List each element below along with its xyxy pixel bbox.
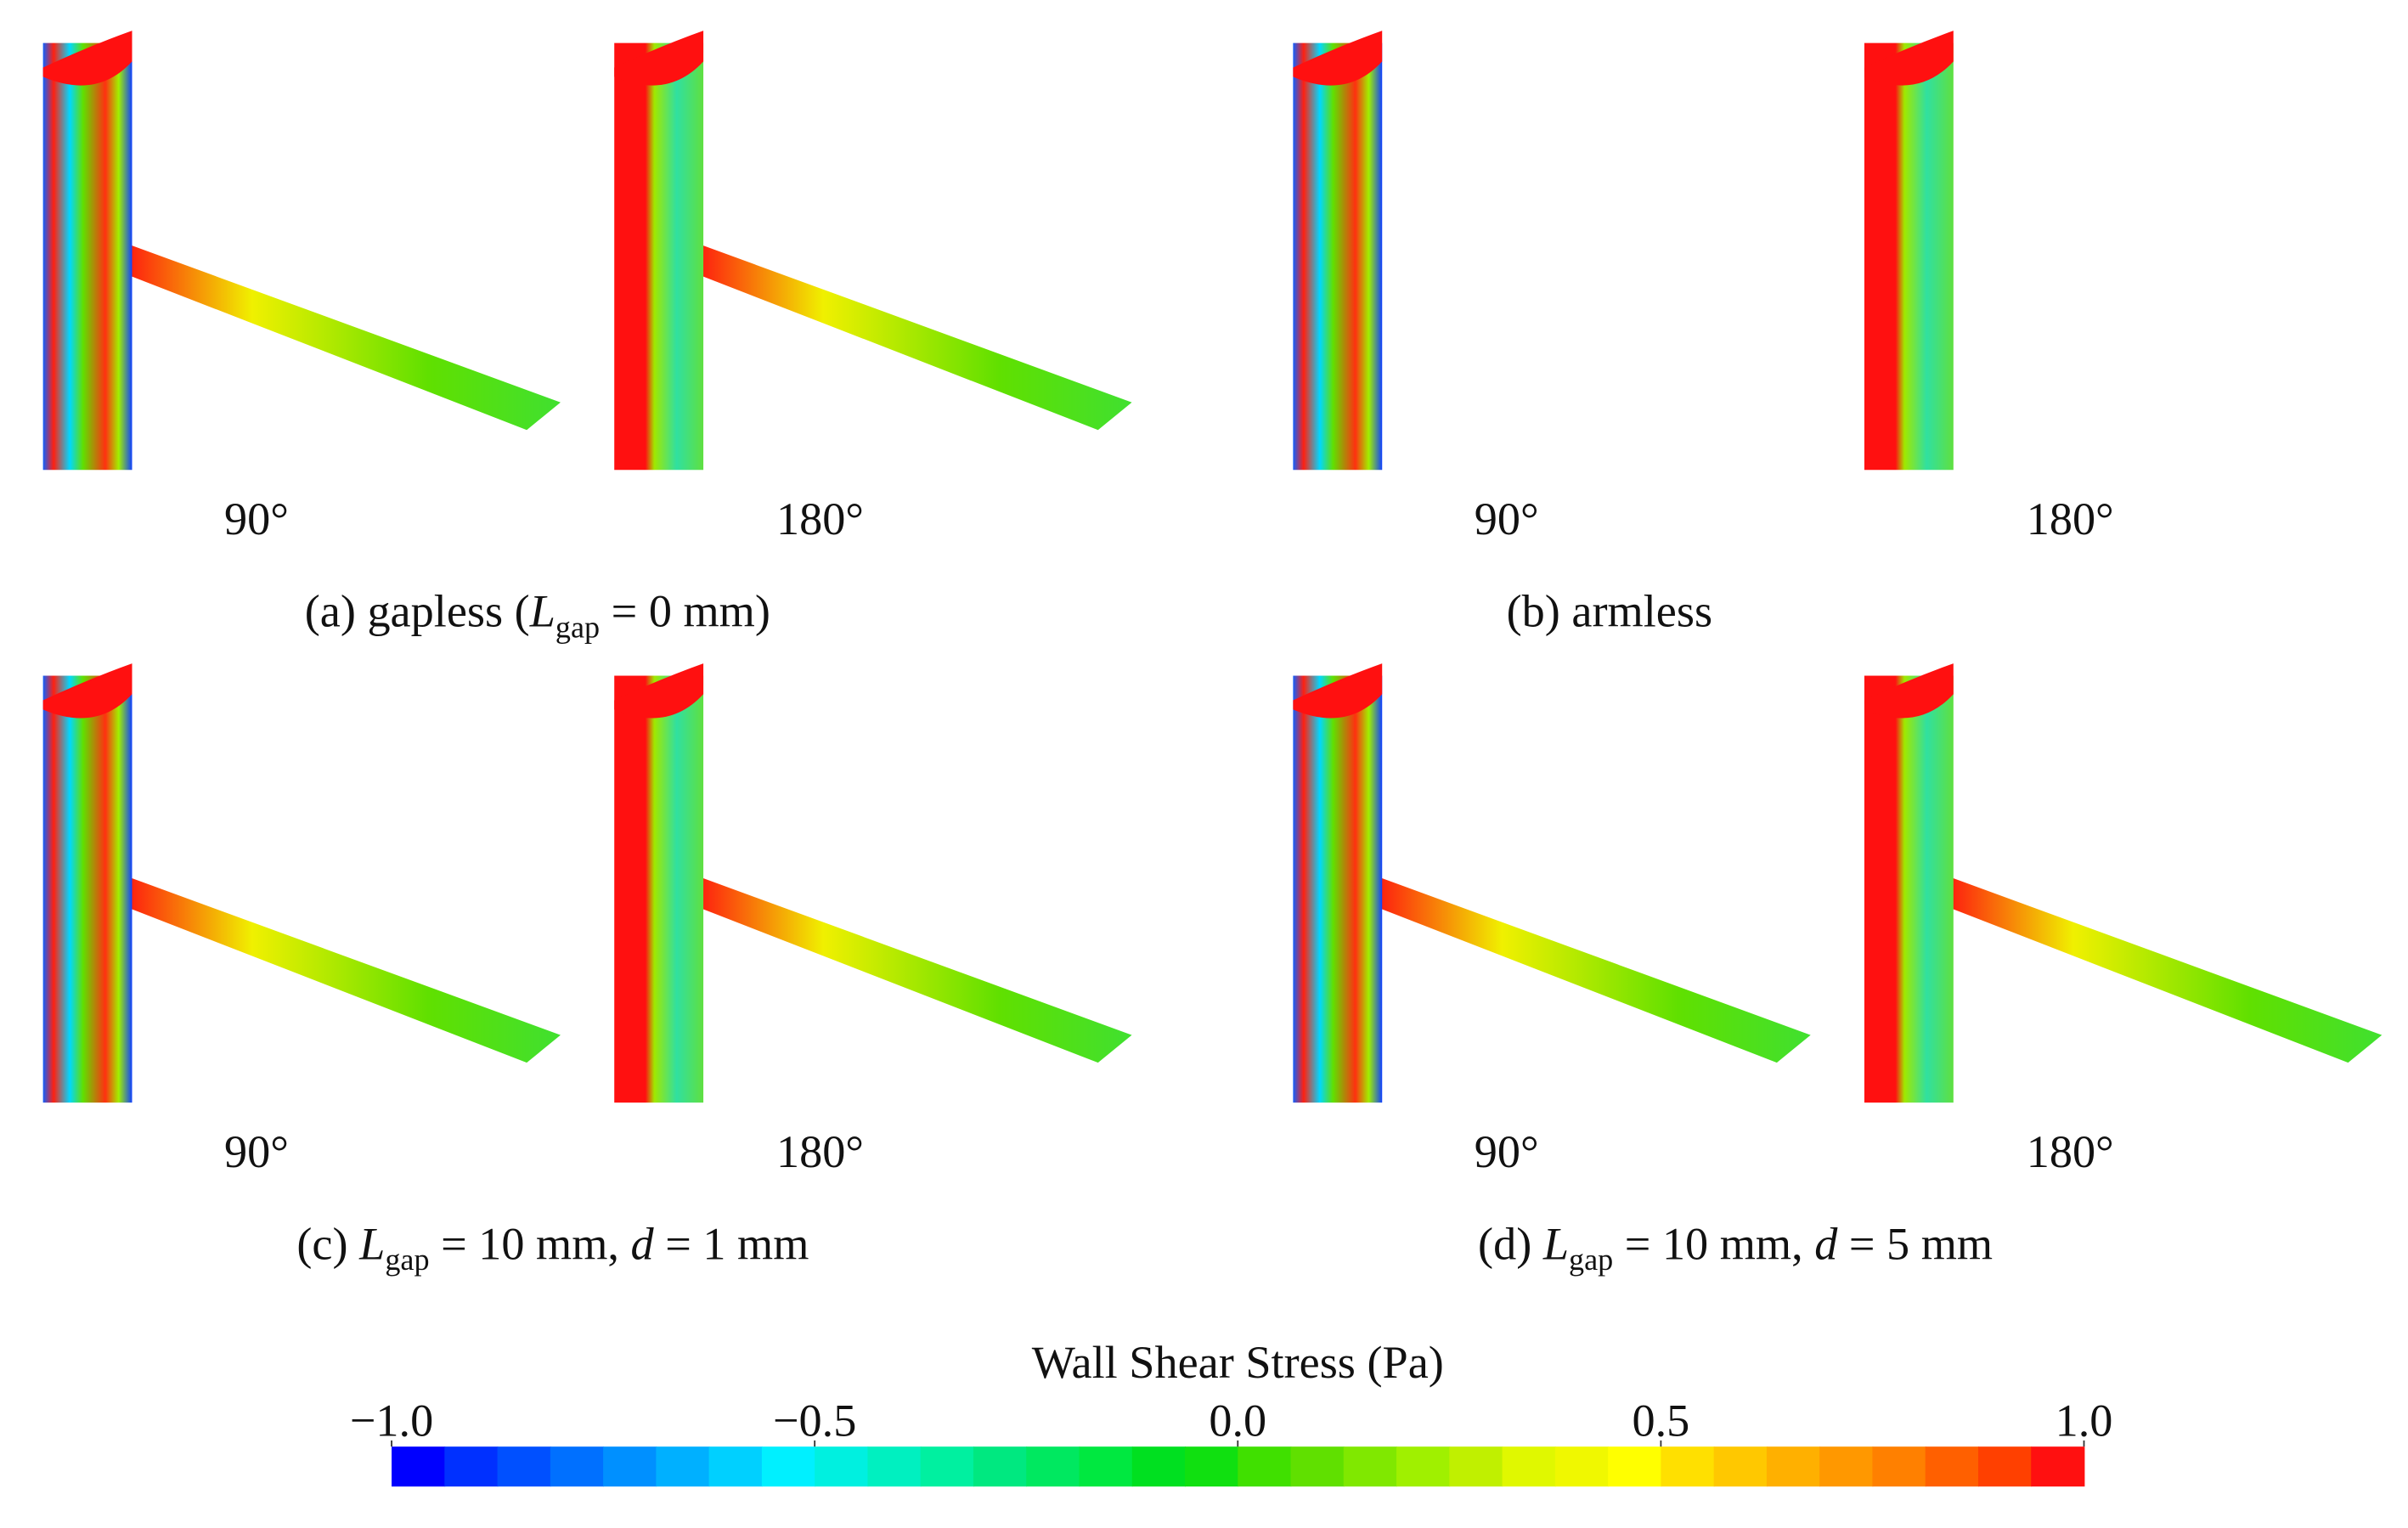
colorbar-segment (392, 1446, 446, 1487)
view-label: 180° (776, 493, 864, 544)
colorbar-segment (1502, 1446, 1556, 1487)
pipe-surface (1864, 42, 1954, 471)
pipe-cap (1864, 663, 1954, 719)
colorbar-segment (1290, 1446, 1345, 1487)
view-label: 180° (2027, 1126, 2114, 1177)
pipe-cap (42, 31, 133, 86)
colorbar-segment (497, 1446, 551, 1487)
view-label: 90° (1475, 1126, 1539, 1177)
caption-part: L (1542, 1219, 1569, 1270)
colorbar-segment (1661, 1446, 1715, 1487)
view-label: 180° (2027, 493, 2114, 544)
pipe-surface (614, 42, 704, 471)
colorbar-segment (708, 1446, 763, 1487)
pipe-cap (1293, 31, 1383, 86)
caption-part: gap (1569, 1243, 1613, 1277)
colorbar-segment (1608, 1446, 1662, 1487)
pipe-cap (614, 663, 704, 719)
panel-caption: (c) Lgap = 10 mm, d = 1 mm (296, 1219, 809, 1277)
caption-part: = 0 mm) (600, 586, 770, 637)
colorbar-segment (656, 1446, 710, 1487)
caption-part: (a) gapless ( (305, 586, 530, 637)
colorbar-segment (1449, 1446, 1503, 1487)
colorbar-segment (1766, 1446, 1821, 1487)
pipe-surface (42, 675, 133, 1103)
pipe-cap (1864, 31, 1954, 86)
colorbar-tick-label: −0.5 (773, 1395, 856, 1446)
colorbar-segment (815, 1446, 869, 1487)
caption-part: gap (555, 610, 600, 644)
view-label: 180° (776, 1126, 864, 1177)
panel-caption: (a) gapless (Lgap = 0 mm) (305, 586, 770, 645)
colorbar-tick-label: 1.0 (2056, 1395, 2113, 1446)
view-label: 90° (224, 1126, 289, 1177)
arm-surface (691, 873, 1132, 1063)
colorbar-tick-label: 0.5 (1632, 1395, 1689, 1446)
colorbar-segment (444, 1446, 499, 1487)
colorbar-segment (1554, 1446, 1610, 1487)
view-label: 90° (1475, 493, 1539, 544)
caption-part: gap (385, 1243, 429, 1277)
caption-part: (d) (1478, 1219, 1543, 1270)
arm-surface (1941, 873, 2383, 1063)
colorbar-segment (1026, 1446, 1080, 1487)
colorbar-segment (867, 1446, 922, 1487)
colorbar-tick-label: −1.0 (350, 1395, 433, 1446)
colorbar-segment (1925, 1446, 1979, 1487)
colorbar-segment (761, 1446, 816, 1487)
caption-part: L (529, 586, 555, 637)
colorbar-segment (1185, 1446, 1239, 1487)
caption-part: = 10 mm, (1613, 1219, 1814, 1270)
colorbar-segment (1343, 1446, 1397, 1487)
panel-caption: (b) armless (1507, 586, 1712, 637)
pipe-surface (614, 675, 704, 1103)
colorbar-tick-label: 0.0 (1209, 1395, 1266, 1446)
view-label: 90° (224, 493, 289, 544)
pipe-surface (1864, 675, 1954, 1103)
colorbar-title: Wall Shear Stress (Pa) (1032, 1337, 1444, 1388)
caption-part: = 1 mm (654, 1219, 809, 1270)
colorbar-segment (2031, 1446, 2085, 1487)
pipe-cap (1293, 663, 1383, 719)
caption-part: d (631, 1219, 655, 1270)
caption-part: = 5 mm (1837, 1219, 1993, 1270)
colorbar-segment (1079, 1446, 1133, 1487)
pipe-cap (42, 663, 133, 719)
colorbar-segment (1977, 1446, 2033, 1487)
caption-part: (b) armless (1507, 586, 1712, 637)
colorbar-segment (920, 1446, 974, 1487)
colorbar-segment (1131, 1446, 1186, 1487)
caption-part: d (1814, 1219, 1838, 1270)
colorbar-segment (973, 1446, 1028, 1487)
pipe-surface (42, 42, 133, 471)
caption-part: (c) (296, 1219, 359, 1270)
pipe-surface (1293, 42, 1383, 471)
colorbar-segment (550, 1446, 605, 1487)
pipe-surface (1293, 675, 1383, 1103)
arm-surface (120, 240, 561, 431)
colorbar-segment (1872, 1446, 1926, 1487)
caption-part: L (358, 1219, 385, 1270)
colorbar-segment (1238, 1446, 1292, 1487)
arm-surface (1369, 873, 1811, 1063)
colorbar-segment (1713, 1446, 1768, 1487)
colorbar-segment (603, 1446, 657, 1487)
colorbar-segment (1396, 1446, 1451, 1487)
pipe-cap (614, 31, 704, 86)
colorbar-segment (1819, 1446, 1874, 1487)
arm-surface (120, 873, 561, 1063)
arm-surface (691, 240, 1132, 431)
caption-part: = 10 mm, (430, 1219, 631, 1270)
panel-caption: (d) Lgap = 10 mm, d = 5 mm (1478, 1219, 1993, 1277)
